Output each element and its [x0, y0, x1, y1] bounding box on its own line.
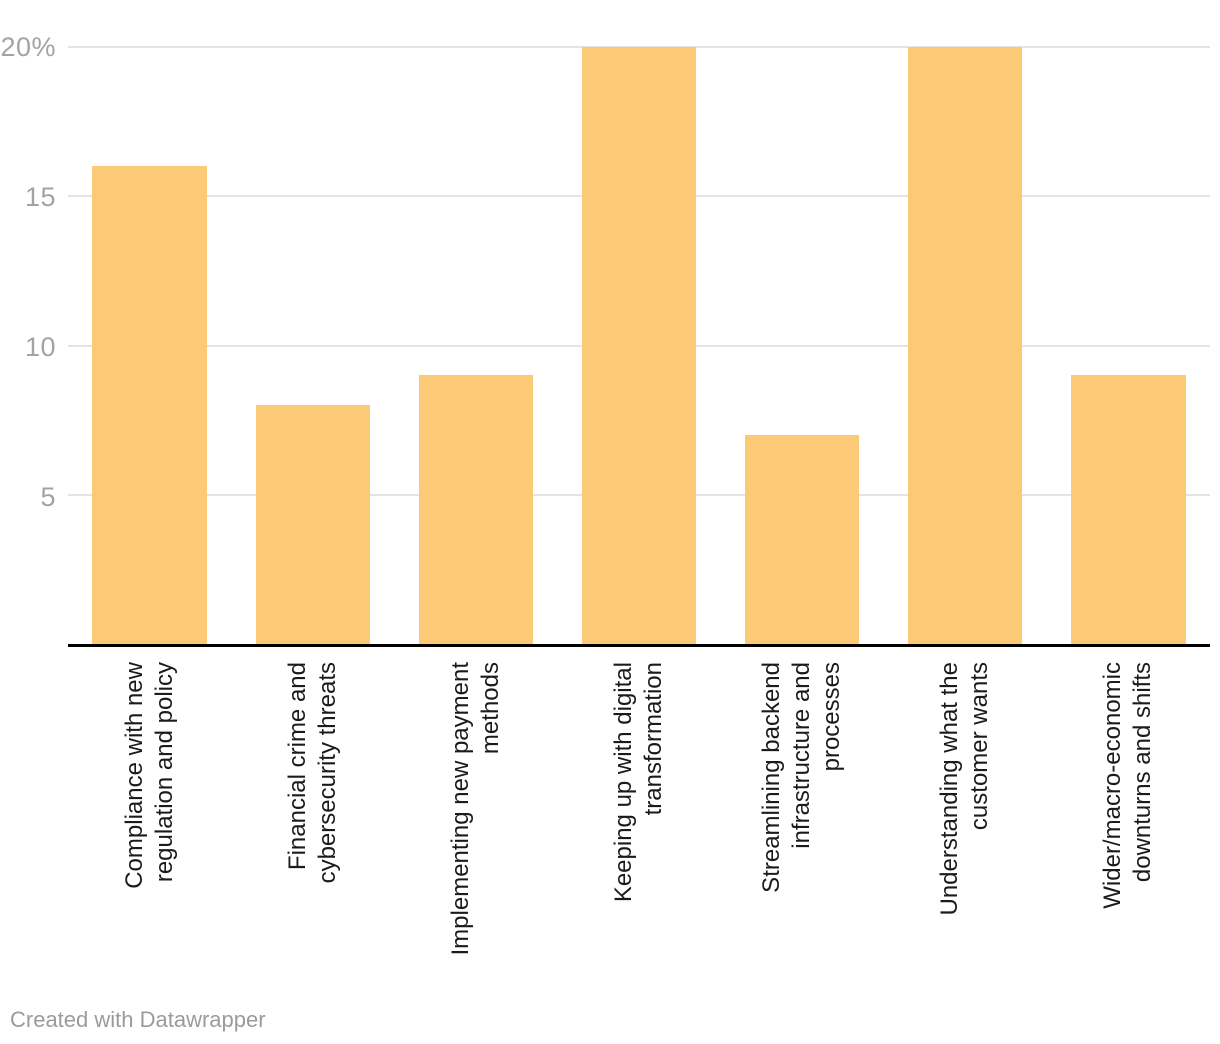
- y-tick-label-10: 10: [24, 332, 56, 362]
- x-label-slot: Financial crime and cybersecurity threat…: [231, 650, 394, 990]
- bar: [581, 47, 697, 644]
- bar: [92, 166, 207, 644]
- x-label-slot: Implementing new payment methods: [394, 650, 557, 990]
- x-axis-category-labels: Compliance with new regulation and polic…: [68, 650, 1210, 990]
- x-label-slot: Streamlining backend infrastructure and …: [721, 650, 884, 990]
- bar: [745, 435, 860, 644]
- x-label-slot: Wider/macro-economic downturns and shift…: [1047, 650, 1210, 990]
- x-label-slot: Compliance with new regulation and polic…: [68, 650, 231, 990]
- bar-slot: [1047, 47, 1210, 644]
- x-axis-label: Streamlining backend infrastructure and …: [758, 662, 846, 893]
- plot-area: [68, 46, 1210, 647]
- bar-slot: [721, 47, 884, 644]
- x-axis-label: Compliance with new regulation and polic…: [120, 662, 178, 889]
- bar: [908, 47, 1023, 644]
- bar: [418, 375, 533, 644]
- y-tick-label-20: 20%: [0, 32, 56, 62]
- bar: [1071, 375, 1186, 644]
- x-axis-label: Wider/macro-economic downturns and shift…: [1099, 662, 1157, 909]
- y-tick-label-15: 15: [24, 182, 56, 212]
- x-axis-label: Keeping up with digital transformation: [609, 662, 667, 903]
- x-label-slot: Keeping up with digital transformation: [557, 650, 720, 990]
- bar-slot: [68, 47, 231, 644]
- y-axis-tick-labels: 5 10 15 20%: [0, 0, 56, 650]
- y-tick-label-5: 5: [40, 482, 56, 512]
- x-axis-label: Understanding what the customer wants: [936, 662, 994, 916]
- x-axis-label: Implementing new payment methods: [446, 662, 504, 956]
- bar-slot: [394, 47, 557, 644]
- x-axis-label: Financial crime and cybersecurity threat…: [283, 662, 341, 884]
- bar-slot: [231, 47, 394, 644]
- bars-container: [68, 47, 1210, 644]
- datawrapper-credit: Created with Datawrapper: [10, 1007, 266, 1032]
- bar-slot: [557, 47, 720, 644]
- bar-slot: [884, 47, 1047, 644]
- x-label-slot: Understanding what the customer wants: [884, 650, 1047, 990]
- bar: [255, 405, 370, 644]
